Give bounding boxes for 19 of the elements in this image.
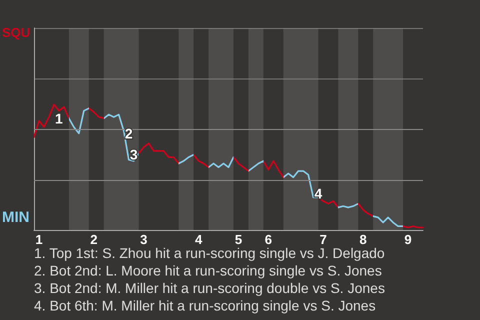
x-tick-label: 8 xyxy=(360,232,367,247)
text: 2. Bot 2nd: L. Moore hit a run-scoring single vs S. Jones xyxy=(34,262,382,278)
x-tick-label: 2 xyxy=(90,232,98,247)
x-tick-label: 5 xyxy=(234,232,242,247)
text: MIN xyxy=(2,209,30,226)
annotation: 2 xyxy=(124,125,133,142)
x-tick-label: 9 xyxy=(404,232,412,247)
annotation: 3 xyxy=(130,146,138,163)
x-tick-label: 1 xyxy=(35,232,43,247)
x-tick-label: 4 xyxy=(194,232,203,247)
text: 4. Bot 6th: M. Miller hit a run-scoring single vs S. Jones xyxy=(34,298,376,314)
x-tick-label: 3 xyxy=(140,232,148,247)
text: 1. Top 1st: S. Zhou hit a run-scoring single vs J. Delgado xyxy=(34,245,385,261)
annotation: 4 xyxy=(314,186,322,202)
annotation: 1 xyxy=(55,110,64,126)
text: 3. Bot 2nd: M. Miller hit a run-scoring double vs S. Jones xyxy=(34,280,385,296)
x-tick-label: 7 xyxy=(320,232,327,247)
x-tick-label: 6 xyxy=(264,232,272,247)
text: SQU xyxy=(2,25,30,40)
